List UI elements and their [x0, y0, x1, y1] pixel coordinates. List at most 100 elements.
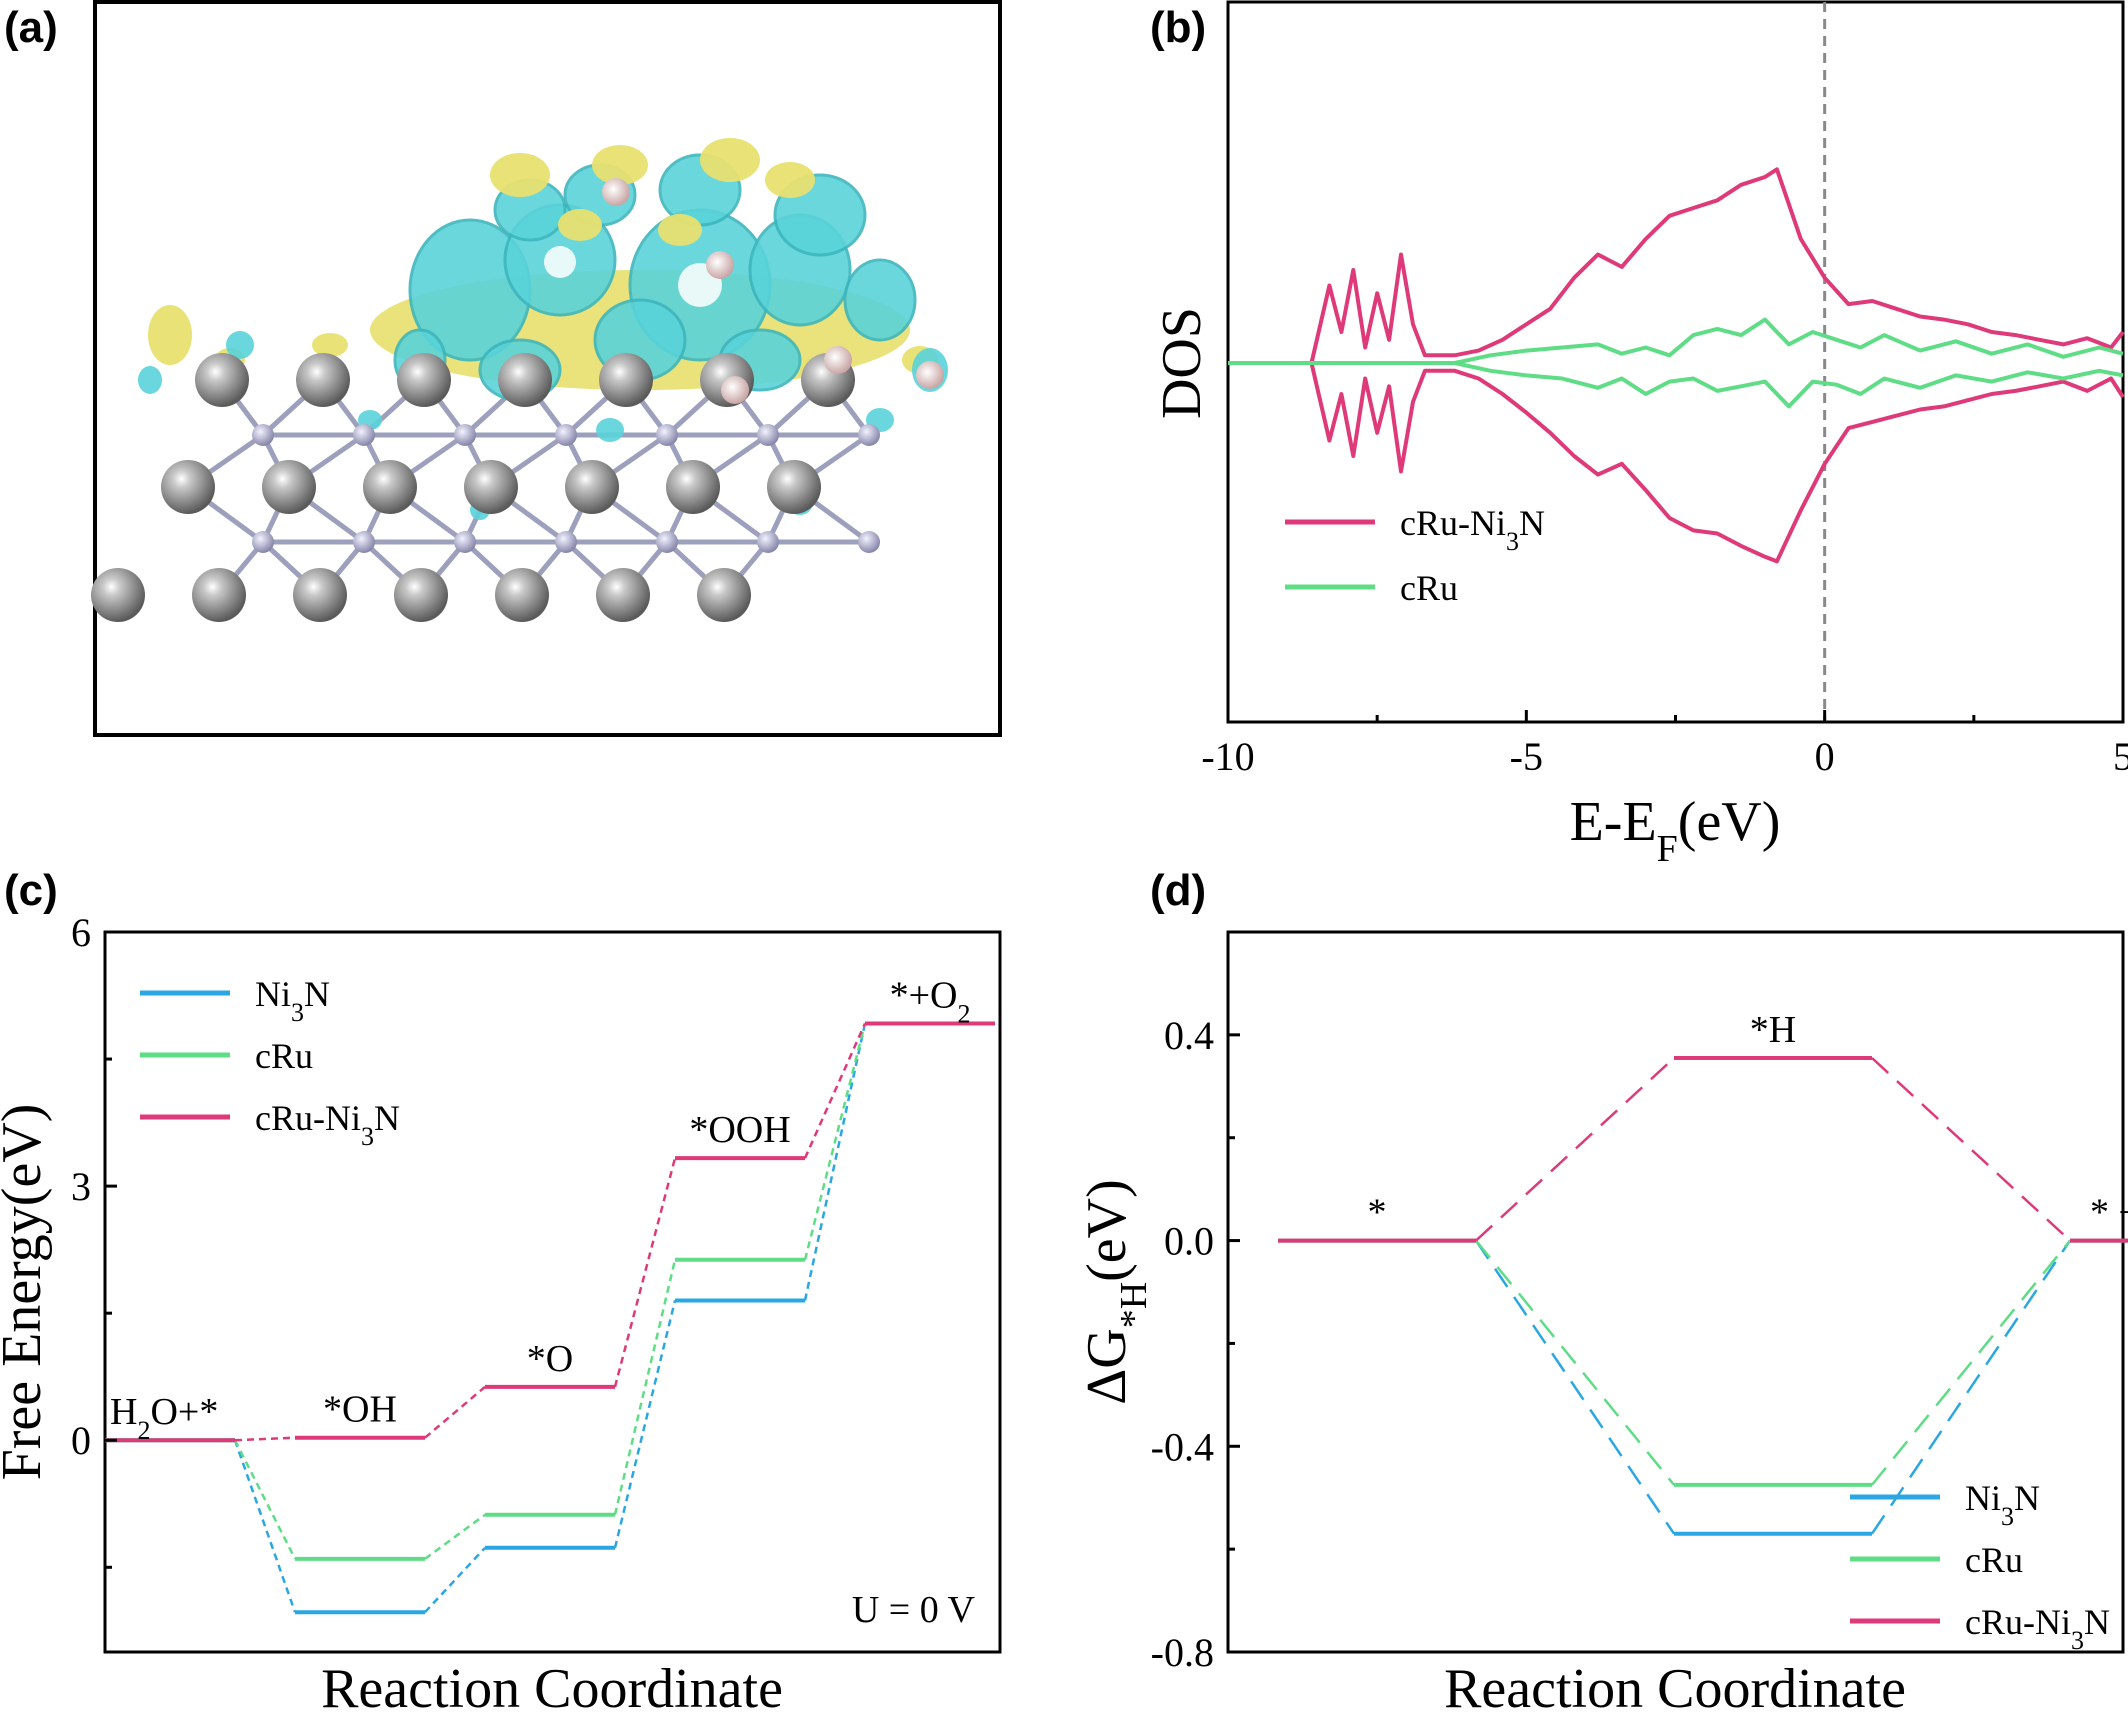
- legend-label-cRu-Ni3N-sub: 3: [2071, 1626, 2084, 1655]
- ni-atom: [697, 568, 751, 622]
- connector-cRu-1: [1871, 1239, 2071, 1486]
- state-label-4: *+O2: [890, 974, 971, 1028]
- legend-label-Ni3N: Ni3N: [1965, 1478, 2040, 1531]
- legend-label-Ni3N-tail: N: [304, 974, 330, 1014]
- state-label-0-sub: 2: [137, 1416, 150, 1445]
- legend-label-cRu: cRu: [1965, 1540, 2023, 1580]
- ni-atom: [596, 568, 650, 622]
- legend-label-Ni3N-sub: 3: [2001, 1502, 2014, 1531]
- nitrogen-atom: [454, 424, 476, 446]
- ni-atom: [262, 460, 316, 514]
- potential-annotation: U = 0 V: [852, 1589, 976, 1631]
- ni-atom: [195, 353, 249, 407]
- state-label-1: *OH: [323, 1389, 397, 1431]
- nitrogen-atom: [757, 424, 779, 446]
- connector-cRu-2: [613, 1259, 677, 1516]
- state-label-2: *O: [527, 1338, 573, 1380]
- legend-label-cRu-Ni3N: cRu-Ni3N: [1965, 1602, 2110, 1655]
- ni-atom: [161, 460, 215, 514]
- connector-Ni3N-1: [1870, 1239, 2072, 1535]
- yellow-isosurface: [658, 214, 702, 246]
- state-label-1: *H: [1750, 1009, 1796, 1051]
- connector-Ni3N-3: [803, 1023, 867, 1301]
- y-tick-label: 0.0: [1164, 1219, 1214, 1264]
- ni-atom: [394, 568, 448, 622]
- connector-cRu-0: [1475, 1239, 1675, 1486]
- ni-atom: [293, 568, 347, 622]
- ni-atom: [363, 460, 417, 514]
- legend-label-cRu-Ni3N-main: cRu-Ni: [255, 1098, 361, 1138]
- panel-d-label: (d): [1150, 866, 1206, 915]
- x-tick-label-b: -5: [1510, 734, 1543, 779]
- ni-atom: [192, 568, 246, 622]
- ni-atom: [296, 353, 350, 407]
- cyan-isosurface: [843, 258, 917, 342]
- ni-atom: [464, 460, 518, 514]
- nitrogen-atom: [757, 531, 779, 553]
- legend-label-cRu: cRu: [255, 1036, 313, 1076]
- state-label-0-main: *: [1368, 1192, 1387, 1234]
- legend-label-cRu-Ni3N-sub: 3: [361, 1122, 374, 1151]
- state-label-0-main: H: [110, 1391, 137, 1433]
- plot-frame-c: [103, 930, 1002, 1654]
- isosurface-hole: [544, 246, 576, 278]
- state-label-3-main: *OOH: [689, 1109, 790, 1151]
- yellow-isosurface: [700, 138, 760, 182]
- nitrogen-atom: [555, 531, 577, 553]
- dos-line-cRu-Ni3N-spin-down: [1228, 361, 2125, 564]
- connector-Ni3N-1: [424, 1546, 486, 1614]
- y-axis-label-d: ΔG*H(eV): [1076, 1179, 1155, 1405]
- connector-cRu-3: [803, 1023, 867, 1261]
- nitrogen-atom: [454, 531, 476, 553]
- y-tick-label: -0.4: [1151, 1424, 1214, 1469]
- cyan-isosurface: [596, 418, 624, 442]
- connector-cRu-1: [424, 1513, 486, 1560]
- legend-label-Ni3N-sub: 3: [291, 998, 304, 1027]
- state-label-2: * + 1/2 H2: [2090, 1192, 2128, 1246]
- cyan-isosurface: [226, 331, 254, 359]
- nitrogen-atom: [656, 531, 678, 553]
- her-free-energy-chart: 0.40.0-0.4-0.8 **H* + 1/2 H2 Ni3NcRucRu-…: [1076, 930, 2128, 1712]
- state-label-0: *: [1368, 1192, 1387, 1234]
- ni-atom: [565, 460, 619, 514]
- legend-label-cRu-Ni3N-tail: N: [374, 1098, 400, 1138]
- ni-atom: [599, 353, 653, 407]
- nitrogen-atom: [555, 424, 577, 446]
- ni-atom: [397, 353, 451, 407]
- x-tick-label-b: -10: [1201, 734, 1254, 779]
- state-label-2-main: * + 1/2 H: [2090, 1192, 2128, 1234]
- nitrogen-atom: [858, 531, 880, 553]
- connector-cRu-Ni3N-2: [613, 1157, 677, 1388]
- legend-label-cRu-main: cRu: [1965, 1540, 2023, 1580]
- yellow-isosurface: [312, 333, 348, 357]
- yellow-isosurface: [592, 145, 648, 185]
- legend-label-cRu-main: cRu: [255, 1036, 313, 1076]
- connector-cRu-Ni3N-3: [803, 1022, 867, 1159]
- state-label-1-main: *H: [1750, 1009, 1796, 1051]
- state-label-0: H2O+*: [110, 1391, 218, 1445]
- state-label-4-sub: 2: [957, 999, 970, 1028]
- state-label-2-main: *O: [527, 1338, 573, 1380]
- state-label-4-main: *+O: [890, 974, 958, 1016]
- ru-atom: [721, 376, 749, 404]
- nitrogen-atom: [353, 531, 375, 553]
- y-axis-label-b: DOS: [1151, 307, 1213, 419]
- connector-Ni3N-2: [613, 1300, 677, 1549]
- y-tick-label: 0.4: [1164, 1013, 1214, 1058]
- y-tick-label: 3: [71, 1164, 91, 1209]
- ni-atom: [91, 568, 145, 622]
- legend-label-cRu-Ni3N-main: cRu-Ni: [1965, 1602, 2071, 1642]
- y-axis-label-c: Free Energy(eV): [0, 1104, 53, 1481]
- connector-cRu-0: [233, 1439, 297, 1560]
- ru-atom: [706, 251, 734, 279]
- legend-label-b-cRu-Ni3N-sub: 3: [1506, 527, 1519, 556]
- yellow-isosurface: [765, 162, 815, 198]
- nitrogen-atom: [252, 531, 274, 553]
- connector-Ni3N-0: [1474, 1239, 1676, 1535]
- ru-atom: [602, 178, 630, 206]
- yellow-isosurface: [148, 305, 192, 365]
- legend-label-Ni3N-tail: N: [2014, 1478, 2040, 1518]
